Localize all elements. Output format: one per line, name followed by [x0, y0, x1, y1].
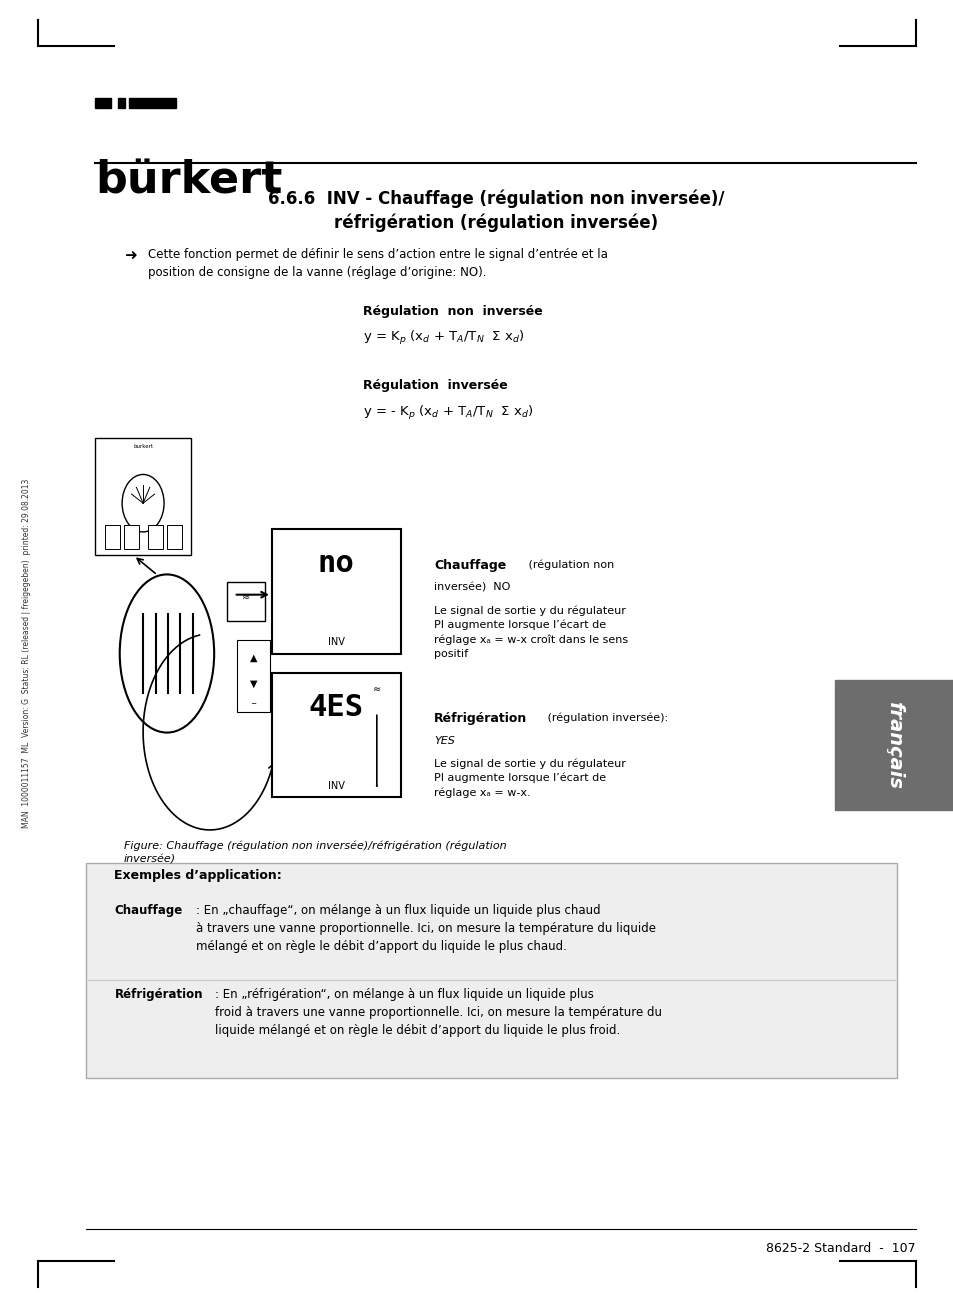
Text: Chauffage: Chauffage [114, 904, 183, 918]
Bar [118, 98, 125, 108]
Text: Réfrigération: Réfrigération [114, 988, 203, 1001]
Text: Régulation  non  inversée: Régulation non inversée [362, 305, 541, 318]
Text: ▼: ▼ [250, 678, 256, 689]
Bar [95, 98, 111, 108]
Bar [148, 525, 163, 549]
Bar [105, 525, 120, 549]
Bar [834, 680, 953, 810]
Text: y = K$_p$ (x$_d$ + T$_A$/T$_N$  $\Sigma$ x$_d$): y = K$_p$ (x$_d$ + T$_A$/T$_N$ $\Sigma$ … [362, 329, 523, 348]
FancyBboxPatch shape [227, 582, 265, 621]
Text: 4ES: 4ES [309, 693, 363, 721]
Text: Cette fonction permet de définir le sens d’action entre le signal d’entrée et la: Cette fonction permet de définir le sens… [148, 248, 607, 280]
Text: ▲: ▲ [250, 652, 256, 663]
Text: ─: ─ [251, 702, 255, 707]
Text: Exemples d’application:: Exemples d’application: [114, 869, 282, 882]
Text: Chauffage: Chauffage [434, 559, 506, 572]
Text: 6.6.6  INV - Chauffage (régulation non inversée)/: 6.6.6 INV - Chauffage (régulation non in… [268, 190, 723, 208]
Text: ➜: ➜ [124, 248, 136, 263]
Text: y = - K$_p$ (x$_d$ + T$_A$/T$_N$  $\Sigma$ x$_d$): y = - K$_p$ (x$_d$ + T$_A$/T$_N$ $\Sigma… [362, 404, 533, 422]
Text: ≈: ≈ [373, 684, 380, 694]
Text: INV: INV [328, 637, 344, 647]
Text: burkert: burkert [133, 444, 152, 450]
Text: (régulation inversée):: (régulation inversée): [543, 712, 667, 723]
Text: inversée)  NO: inversée) NO [434, 583, 510, 593]
Text: YES: YES [434, 736, 455, 746]
FancyBboxPatch shape [272, 673, 400, 797]
FancyBboxPatch shape [95, 438, 191, 555]
Bar [129, 98, 176, 108]
Text: bürkert: bürkert [95, 159, 282, 203]
Text: : En „chauffage“, on mélange à un flux liquide un liquide plus chaud
à travers u: : En „chauffage“, on mélange à un flux l… [195, 904, 655, 953]
FancyBboxPatch shape [272, 529, 400, 654]
FancyBboxPatch shape [357, 673, 395, 712]
FancyBboxPatch shape [86, 863, 896, 1078]
Text: : En „réfrigération“, on mélange à un flux liquide un liquide plus
froid à trave: : En „réfrigération“, on mélange à un fl… [214, 988, 661, 1036]
Bar [167, 525, 182, 549]
Text: (régulation non: (régulation non [524, 559, 614, 570]
Text: Régulation  inversée: Régulation inversée [362, 379, 507, 392]
Text: no: no [317, 549, 355, 578]
Text: Le signal de sortie y du régulateur
PI augmente lorsque l’écart de
réglage xₐ = : Le signal de sortie y du régulateur PI a… [434, 758, 625, 799]
Text: Réfrigération: Réfrigération [434, 712, 527, 725]
Text: Figure: Chauffage (régulation non inversée)/réfrigération (régulation
inversée): Figure: Chauffage (régulation non invers… [124, 840, 506, 865]
Text: français: français [884, 701, 902, 789]
Text: Le signal de sortie y du régulateur
PI augmente lorsque l’écart de
réglage xₐ = : Le signal de sortie y du régulateur PI a… [434, 605, 627, 659]
Text: réfrigération (régulation inversée): réfrigération (régulation inversée) [334, 213, 658, 231]
Text: 8625-2 Standard  -  107: 8625-2 Standard - 107 [765, 1242, 915, 1255]
FancyBboxPatch shape [236, 640, 270, 712]
Bar [124, 525, 139, 549]
Bar [0, 0, 57, 1307]
Circle shape [122, 474, 164, 532]
Text: INV: INV [328, 780, 344, 791]
Ellipse shape [119, 575, 213, 732]
Text: MAN  1000011157  ML  Version: G  Status: RL (released | freigegeben)  printed: 2: MAN 1000011157 ML Version: G Status: RL … [22, 478, 31, 829]
Text: ≈: ≈ [242, 592, 250, 603]
